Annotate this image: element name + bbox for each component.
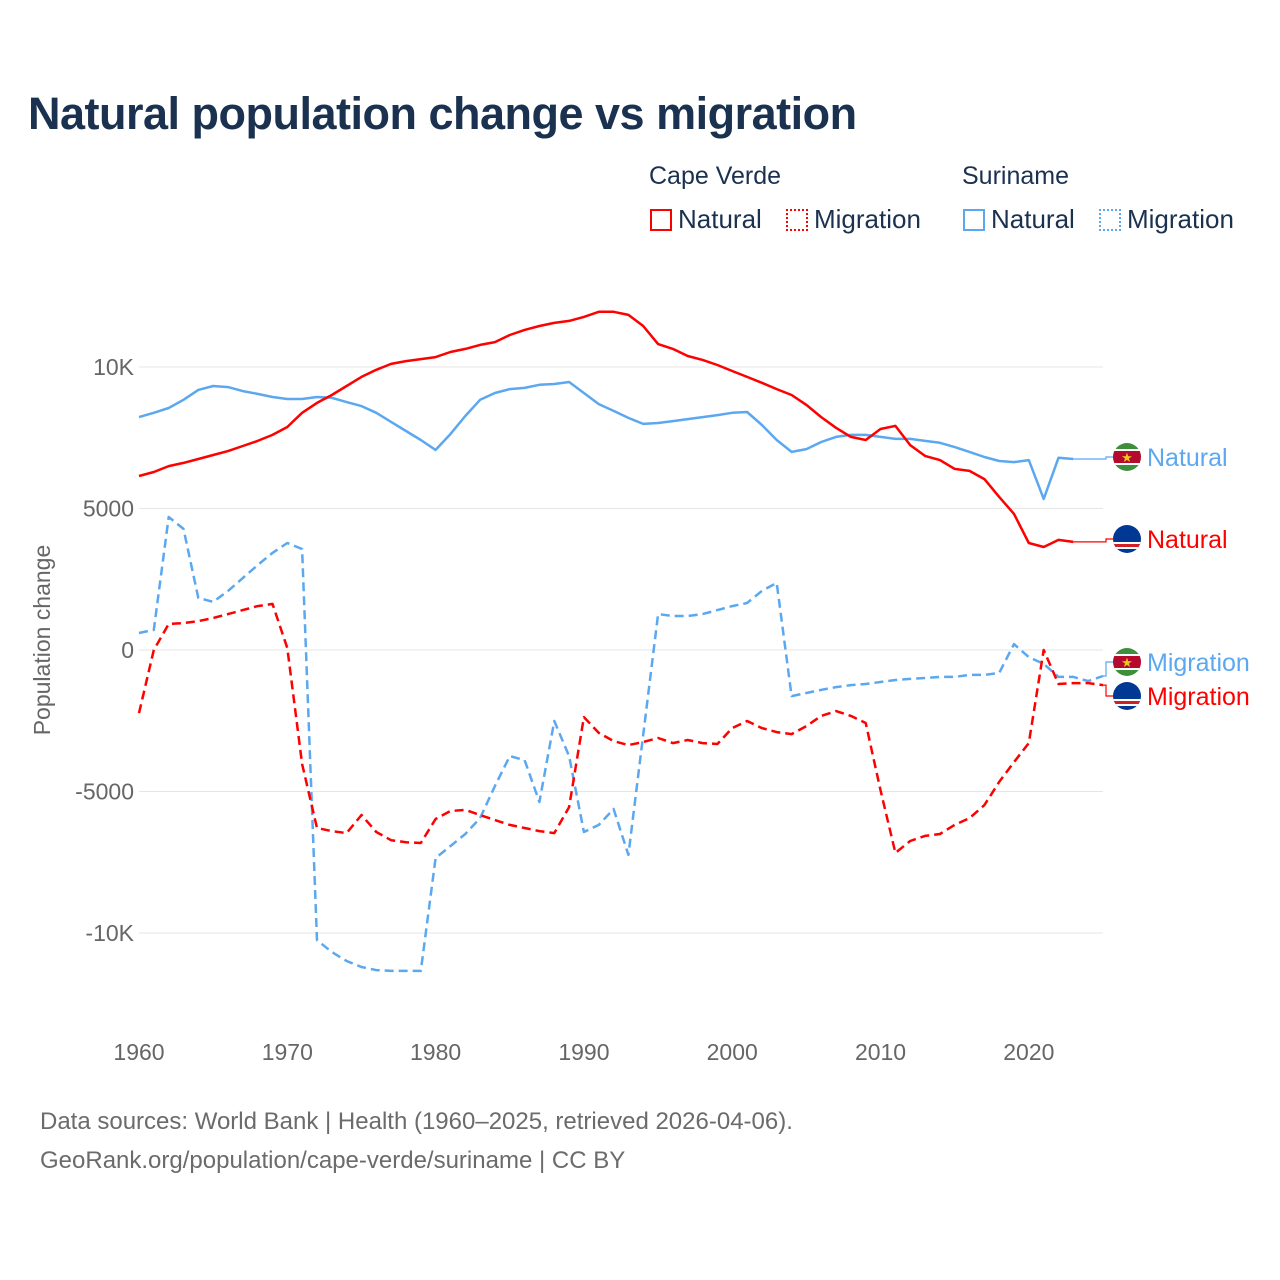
flag-shape <box>1113 525 1141 553</box>
footer-attribution: GeoRank.org/population/cape-verde/surina… <box>40 1147 626 1174</box>
legend-suriname-migration[interactable]: Migration <box>1099 204 1234 235</box>
x-tick-label: 1980 <box>410 1039 461 1065</box>
series-line-cape-verde-natural <box>138 310 1074 549</box>
star-icon: ★ <box>1121 655 1133 670</box>
legend-label: Natural <box>991 204 1075 234</box>
label-connector <box>1103 661 1113 677</box>
cape-verde-flag-icon <box>1113 682 1141 710</box>
legend-swatch-solid <box>650 208 672 231</box>
series-end-label: Natural <box>1147 444 1228 472</box>
y-tick-label: 5000 <box>83 496 134 522</box>
series-end-label: Natural <box>1147 526 1228 554</box>
chart-title: Natural population change vs migration <box>28 88 857 139</box>
legend-group-cape-verde: Cape Verde <box>649 162 782 190</box>
flag-band <box>1113 544 1141 547</box>
flag-band <box>1113 656 1141 668</box>
x-tick-label: 2010 <box>855 1039 906 1065</box>
legend-swatch-dotted <box>786 208 808 231</box>
legend-label: Natural <box>678 204 762 234</box>
x-tick-label: 1990 <box>558 1039 609 1065</box>
y-tick-label: 0 <box>121 637 134 663</box>
flag-shape <box>1113 682 1141 710</box>
y-tick-label: 10K <box>93 354 135 380</box>
cape-verde-flag-icon <box>1113 525 1141 553</box>
label-connector <box>1073 456 1113 460</box>
flag-band <box>1113 701 1141 704</box>
y-tick-label: -5000 <box>75 779 134 805</box>
label-connector <box>1073 538 1113 543</box>
flag-shape: ★ <box>1113 648 1141 676</box>
series-line-cape-verde-migration <box>137 602 1104 855</box>
legend-group-suriname: Suriname <box>962 162 1069 190</box>
legend-cape-verde-migration[interactable]: Migration <box>786 204 921 235</box>
series-line-suriname-natural <box>138 380 1074 501</box>
flag-shape: ★ <box>1113 443 1141 471</box>
legend-suriname-natural[interactable]: Natural <box>963 204 1075 235</box>
flag-band <box>1113 451 1141 463</box>
legend-cape-verde-natural[interactable]: Natural <box>650 204 762 235</box>
legend-swatch-dotted <box>1099 208 1121 231</box>
suriname-flag-icon: ★ <box>1113 443 1141 471</box>
series-line-suriname-migration <box>138 515 1104 973</box>
series-end-label: Migration <box>1147 649 1250 677</box>
series-end-label: Migration <box>1147 683 1250 711</box>
footer-sources: Data sources: World Bank | Health (1960–… <box>40 1108 793 1135</box>
y-tick-label: -10K <box>85 920 134 946</box>
x-tick-label: 2000 <box>707 1039 758 1065</box>
suriname-flag-icon: ★ <box>1113 648 1141 676</box>
x-tick-label: 1960 <box>113 1039 164 1065</box>
label-connector <box>1103 684 1113 697</box>
star-icon: ★ <box>1121 450 1133 465</box>
x-tick-label: 1970 <box>262 1039 313 1065</box>
x-tick-label: 2020 <box>1003 1039 1054 1065</box>
y-axis-label: Population change <box>29 545 55 736</box>
legend-label: Migration <box>814 204 921 234</box>
legend-label: Migration <box>1127 204 1234 234</box>
legend-swatch-solid <box>963 208 985 231</box>
